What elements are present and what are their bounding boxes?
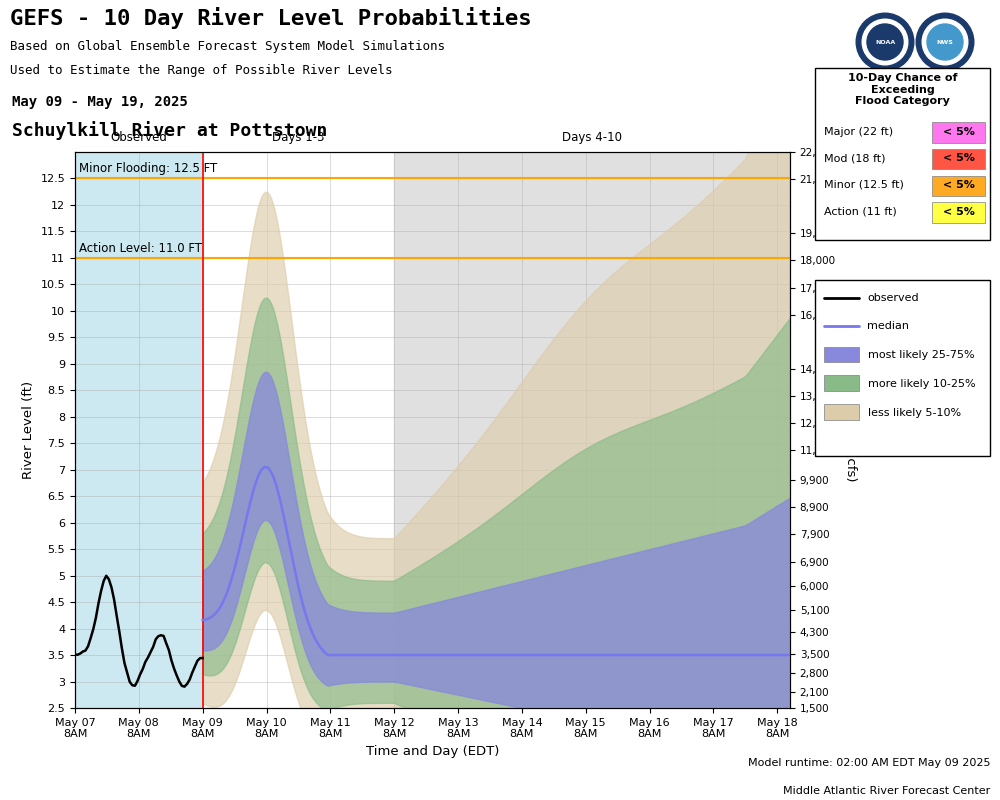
Text: Mod (18 ft): Mod (18 ft) [824,154,885,163]
Text: median: median [868,322,910,331]
Text: more likely 10-25%: more likely 10-25% [868,379,975,389]
Circle shape [927,24,963,60]
Text: < 5%: < 5% [943,154,974,163]
FancyBboxPatch shape [824,404,859,420]
Text: < 5%: < 5% [943,180,974,190]
FancyBboxPatch shape [932,175,985,196]
Text: Minor (12.5 ft): Minor (12.5 ft) [824,180,904,190]
Text: Observed: Observed [110,130,167,144]
FancyBboxPatch shape [824,375,859,391]
Circle shape [867,24,903,60]
Text: Based on Global Ensemble Forecast System Model Simulations: Based on Global Ensemble Forecast System… [10,40,445,54]
Text: Used to Estimate the Range of Possible River Levels: Used to Estimate the Range of Possible R… [10,64,392,77]
Text: Days 1-3: Days 1-3 [272,130,325,144]
Text: Schuylkill River at Pottstown: Schuylkill River at Pottstown [12,122,328,140]
Bar [75,152,203,708]
Text: NOAA: NOAA [875,39,895,45]
Text: Middle Atlantic River Forecast Center: Middle Atlantic River Forecast Center [783,786,990,796]
FancyBboxPatch shape [815,68,990,240]
Text: < 5%: < 5% [943,126,974,137]
Text: Major (22 ft): Major (22 ft) [824,126,893,137]
X-axis label: Time and Day (EDT): Time and Day (EDT) [366,745,499,758]
Y-axis label: River Level (ft): River Level (ft) [22,381,35,479]
Text: Days 4-10: Days 4-10 [562,130,622,144]
Circle shape [856,13,914,71]
Text: Action Level: 11.0 FT: Action Level: 11.0 FT [79,242,202,254]
Text: GEFS - 10 Day River Level Probabilities: GEFS - 10 Day River Level Probabilities [10,6,532,29]
FancyBboxPatch shape [824,346,859,362]
Circle shape [922,19,968,65]
Bar [203,152,394,708]
FancyBboxPatch shape [932,149,985,170]
Text: less likely 5-10%: less likely 5-10% [868,408,961,418]
Bar [394,152,790,708]
Text: Action (11 ft): Action (11 ft) [824,206,896,217]
FancyBboxPatch shape [932,202,985,222]
Text: Minor Flooding: 12.5 FT: Minor Flooding: 12.5 FT [79,162,218,175]
Circle shape [916,13,974,70]
Y-axis label: River Flow (cfs): River Flow (cfs) [844,378,857,482]
Text: NWS: NWS [937,39,953,45]
Text: Model runtime: 02:00 AM EDT May 09 2025: Model runtime: 02:00 AM EDT May 09 2025 [748,758,990,768]
Text: 10-Day Chance of
Exceeding
Flood Category: 10-Day Chance of Exceeding Flood Categor… [848,73,957,106]
Text: observed: observed [868,293,919,302]
FancyBboxPatch shape [815,280,990,456]
FancyBboxPatch shape [932,122,985,143]
Text: < 5%: < 5% [943,206,974,217]
Text: May 09 - May 19, 2025: May 09 - May 19, 2025 [12,95,188,109]
Circle shape [862,19,908,65]
Text: most likely 25-75%: most likely 25-75% [868,350,974,360]
